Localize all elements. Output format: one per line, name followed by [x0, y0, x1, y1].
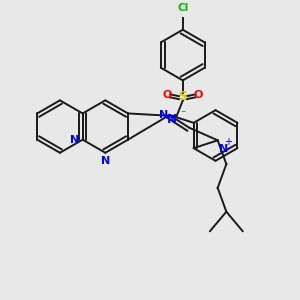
Text: S: S — [178, 90, 187, 103]
Text: Cl: Cl — [177, 3, 188, 14]
Text: O: O — [194, 90, 203, 100]
Text: N: N — [159, 110, 168, 120]
Text: N: N — [167, 112, 177, 126]
Text: N: N — [219, 144, 228, 154]
Text: +: + — [224, 137, 232, 147]
Text: N: N — [101, 156, 110, 166]
Text: N: N — [70, 135, 80, 145]
Text: O: O — [163, 90, 172, 100]
Text: ⁻: ⁻ — [181, 110, 186, 120]
